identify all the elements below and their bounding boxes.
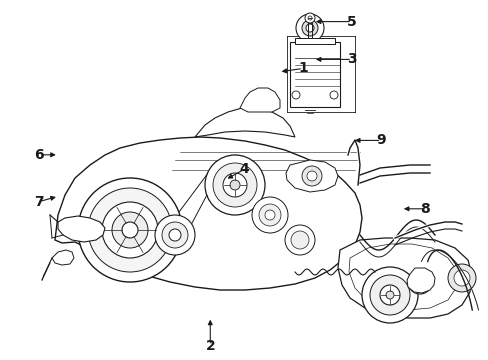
Ellipse shape [447,264,475,292]
Ellipse shape [305,24,313,32]
Ellipse shape [122,222,138,238]
Ellipse shape [169,229,181,241]
Polygon shape [285,160,337,192]
Polygon shape [348,244,457,310]
Polygon shape [337,238,471,318]
Ellipse shape [285,225,314,255]
Ellipse shape [305,13,314,23]
Text: 5: 5 [346,15,356,28]
Ellipse shape [259,204,281,226]
Bar [294,38,334,44]
Ellipse shape [369,275,409,315]
Ellipse shape [229,180,240,190]
Text: 7: 7 [34,195,44,208]
Text: 8: 8 [420,202,429,216]
Ellipse shape [88,188,172,272]
Ellipse shape [112,212,148,248]
Text: 4: 4 [239,162,249,176]
Ellipse shape [302,166,321,186]
Ellipse shape [102,202,158,258]
Ellipse shape [307,16,311,20]
Text: 6: 6 [34,148,44,162]
Ellipse shape [306,171,316,181]
Ellipse shape [251,197,287,233]
Ellipse shape [329,91,337,99]
Ellipse shape [213,163,257,207]
Ellipse shape [385,291,393,299]
Ellipse shape [295,14,324,42]
Ellipse shape [290,231,308,249]
Text: 2: 2 [205,339,215,352]
Polygon shape [58,216,105,242]
Ellipse shape [155,215,195,255]
Ellipse shape [204,155,264,215]
Ellipse shape [379,285,399,305]
Ellipse shape [407,270,431,294]
Ellipse shape [453,270,469,286]
Ellipse shape [361,267,417,323]
Polygon shape [52,250,74,265]
Ellipse shape [302,20,317,36]
Bar [289,42,339,107]
Ellipse shape [413,276,425,288]
Ellipse shape [291,91,299,99]
Polygon shape [195,108,294,137]
Polygon shape [55,137,361,290]
Ellipse shape [223,173,246,197]
Text: 9: 9 [376,134,386,147]
Text: 1: 1 [298,62,307,75]
Ellipse shape [162,222,187,248]
Polygon shape [406,268,434,293]
Text: 3: 3 [346,53,356,66]
Ellipse shape [78,178,182,282]
Ellipse shape [264,210,274,220]
Polygon shape [240,88,280,112]
